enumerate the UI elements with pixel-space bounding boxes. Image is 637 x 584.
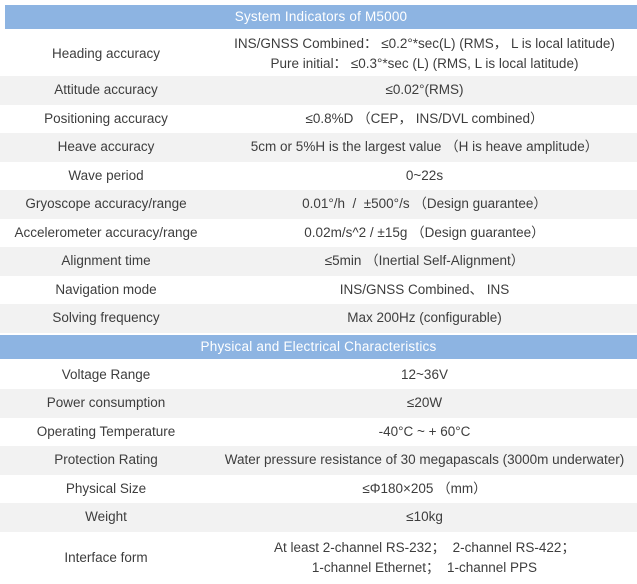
spec-row: Operating Temperature -40°C ~ + 60°C xyxy=(0,417,637,446)
spec-value: -40°C ~ + 60°C xyxy=(212,422,637,442)
spec-value: INS/GNSS Combined： ≤0.2°*sec(L) (RMS， L … xyxy=(212,34,637,74)
spec-label: Interface form xyxy=(64,549,148,565)
spec-value: 0.01°/h / ±500°/s （Design guarantee） xyxy=(212,194,637,214)
spec-value: ≤Φ180×205 （mm） xyxy=(212,479,637,499)
spec-row: Power consumption ≤20W xyxy=(0,389,637,418)
spec-value: At least 2-channel RS-232； 2-channel RS-… xyxy=(212,538,637,578)
spec-value-line: Water pressure resistance of 30 megapasc… xyxy=(224,452,625,468)
spec-value: Max 200Hz (configurable) xyxy=(212,308,637,328)
spec-label: Positioning accuracy xyxy=(44,110,168,126)
spec-label: Alignment time xyxy=(61,253,151,269)
spec-value-line: Max 200Hz (configurable) xyxy=(347,310,502,326)
spec-row: Alignment time ≤5min （Inertial Self-Alig… xyxy=(0,247,637,276)
spec-value: 12~36V xyxy=(212,365,637,385)
spec-value-line: ≤0.02°(RMS) xyxy=(385,82,464,98)
spec-label: Operating Temperature xyxy=(36,423,176,439)
spec-row: Positioning accuracy ≤0.8%D （CEP， INS/DV… xyxy=(0,104,637,133)
spec-label: Weight xyxy=(85,509,127,525)
spec-value-line: 0.02m/s^2 / ±15g （Design guarantee） xyxy=(304,224,545,240)
spec-value-line: ≤20W xyxy=(406,395,443,411)
spec-value-line: ≤10kg xyxy=(406,509,443,525)
spec-row: Physical Size ≤Φ180×205 （mm） xyxy=(0,474,637,503)
spec-value-line: 5cm or 5%H is the largest value （H is he… xyxy=(250,139,599,155)
spec-value: ≤20W xyxy=(212,393,637,413)
spec-row: Solving frequency Max 200Hz (configurabl… xyxy=(0,304,637,333)
spec-value-line: 0~22s xyxy=(405,167,444,183)
spec-row: Navigation mode INS/GNSS Combined、 INS xyxy=(0,275,637,304)
spec-value-line: ≤5min （Inertial Self-Alignment） xyxy=(324,253,525,269)
spec-value-line: INS/GNSS Combined、 INS xyxy=(339,281,510,297)
spec-row: Interface form At least 2-channel RS-232… xyxy=(0,531,637,584)
spec-label: Heading accuracy xyxy=(51,45,161,61)
spec-label: Heave accuracy xyxy=(57,139,155,155)
spec-row: Voltage Range 12~36V xyxy=(0,360,637,389)
spec-label: Wave period xyxy=(68,167,144,183)
spec-value: ≤5min （Inertial Self-Alignment） xyxy=(212,251,637,271)
spec-value: ≤0.8%D （CEP， INS/DVL combined） xyxy=(212,109,637,129)
section-header-physical-electrical: Physical and Electrical Characteristics xyxy=(0,334,637,359)
spec-label: Navigation mode xyxy=(55,281,157,297)
spec-value: Water pressure resistance of 30 megapasc… xyxy=(212,450,637,470)
spec-label: Power consumption xyxy=(46,395,166,411)
spec-label: Solving frequency xyxy=(52,310,160,326)
spec-row: Wave period 0~22s xyxy=(0,161,637,190)
spec-value-line: INS/GNSS Combined： ≤0.2°*sec(L) (RMS， L … xyxy=(234,35,615,51)
spec-row: Attitude accuracy ≤0.02°(RMS) xyxy=(0,76,637,105)
spec-value-line: 0.01°/h / ±500°/s （Design guarantee） xyxy=(302,196,547,212)
spec-label: Protection Rating xyxy=(54,452,158,468)
spec-value: 0~22s xyxy=(212,166,637,186)
spec-row: Protection Rating Water pressure resista… xyxy=(0,446,637,475)
spec-value-line: -40°C ~ + 60°C xyxy=(378,423,471,439)
spec-row: Weight ≤10kg xyxy=(0,503,637,532)
spec-value-line: 12~36V xyxy=(401,366,448,382)
section-header-system-indicators: System Indicators of M5000 xyxy=(5,5,637,29)
spec-value: ≤10kg xyxy=(212,507,637,527)
spec-label: Physical Size xyxy=(65,480,147,496)
spec-label: Voltage Range xyxy=(61,366,151,382)
spec-value: ≤0.02°(RMS) xyxy=(212,80,637,100)
spec-row: Heave accuracy 5cm or 5%H is the largest… xyxy=(0,133,637,162)
spec-row: Gryoscope accuracy/range 0.01°/h / ±500°… xyxy=(0,190,637,219)
spec-value-line: 1-channel Ethernet； 1-channel PPS xyxy=(311,559,538,575)
spec-value-line: At least 2-channel RS-232； 2-channel RS-… xyxy=(274,539,575,555)
spec-label: Attitude accuracy xyxy=(54,82,158,98)
spec-value-line: ≤Φ180×205 （mm） xyxy=(362,480,487,496)
spec-value: INS/GNSS Combined、 INS xyxy=(212,280,637,300)
spec-value: 5cm or 5%H is the largest value （H is he… xyxy=(212,137,637,157)
spec-label: Gryoscope accuracy/range xyxy=(25,196,187,212)
spec-row: Accelerometer accuracy/range 0.02m/s^2 /… xyxy=(0,218,637,247)
spec-label: Accelerometer accuracy/range xyxy=(14,224,198,240)
spec-value: 0.02m/s^2 / ±15g （Design guarantee） xyxy=(212,223,637,243)
spec-row: Heading accuracy INS/GNSS Combined： ≤0.2… xyxy=(0,31,637,76)
spec-value-line: Pure initial： ≤0.3°*sec (L) (RMS, L is l… xyxy=(270,55,579,71)
spec-value-line: ≤0.8%D （CEP， INS/DVL combined） xyxy=(305,110,544,126)
